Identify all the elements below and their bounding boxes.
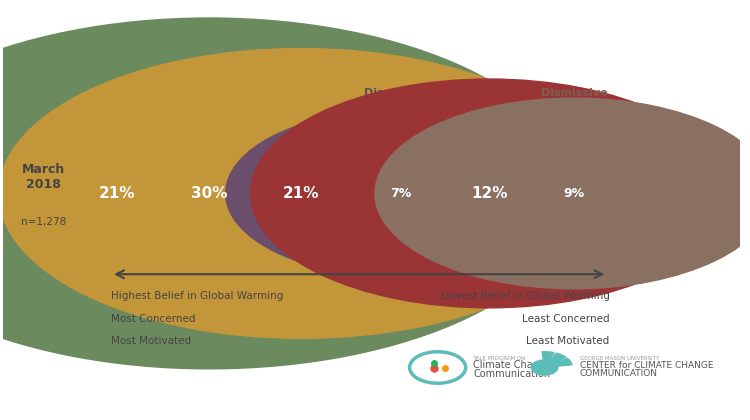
Text: Climate Change: Climate Change	[473, 360, 551, 370]
Text: Communication: Communication	[473, 369, 550, 379]
Text: Alarmed: Alarmed	[91, 88, 143, 98]
Text: COMMUNICATION: COMMUNICATION	[580, 369, 658, 378]
Text: 12%: 12%	[471, 186, 508, 201]
Text: Highest Belief in Global Warming: Highest Belief in Global Warming	[111, 291, 284, 301]
Ellipse shape	[375, 98, 750, 289]
Wedge shape	[544, 353, 566, 368]
Text: YALE PROGRAM ON: YALE PROGRAM ON	[473, 356, 525, 361]
Ellipse shape	[226, 110, 576, 277]
Ellipse shape	[0, 18, 575, 369]
Text: Cautious: Cautious	[274, 88, 328, 98]
Text: Doubtful: Doubtful	[462, 88, 517, 98]
Text: March
2018: March 2018	[22, 163, 65, 191]
Text: Least Motivated: Least Motivated	[526, 336, 610, 346]
Text: n=1,278: n=1,278	[21, 218, 66, 228]
Ellipse shape	[0, 49, 604, 339]
Text: CENTER for CLIMATE CHANGE: CENTER for CLIMATE CHANGE	[580, 361, 713, 370]
Circle shape	[531, 360, 558, 375]
Text: 7%: 7%	[390, 187, 412, 200]
Text: 9%: 9%	[563, 187, 584, 200]
Text: Lowest Belief in Global Warming: Lowest Belief in Global Warming	[440, 291, 610, 301]
Text: Disengaged: Disengaged	[364, 88, 437, 98]
Ellipse shape	[251, 79, 728, 308]
Text: Concerned: Concerned	[176, 88, 242, 98]
Text: 30%: 30%	[191, 186, 227, 201]
Ellipse shape	[0, 49, 419, 339]
Text: GEORGE MASON UNIVERSITY: GEORGE MASON UNIVERSITY	[580, 356, 659, 361]
Text: 21%: 21%	[99, 186, 135, 201]
Wedge shape	[542, 352, 554, 368]
Text: Least Concerned: Least Concerned	[522, 314, 610, 324]
Text: Dismissive: Dismissive	[541, 88, 608, 98]
Text: Most Concerned: Most Concerned	[111, 314, 196, 324]
Text: 21%: 21%	[283, 186, 320, 201]
Wedge shape	[544, 358, 572, 368]
Text: Most Motivated: Most Motivated	[111, 336, 191, 346]
